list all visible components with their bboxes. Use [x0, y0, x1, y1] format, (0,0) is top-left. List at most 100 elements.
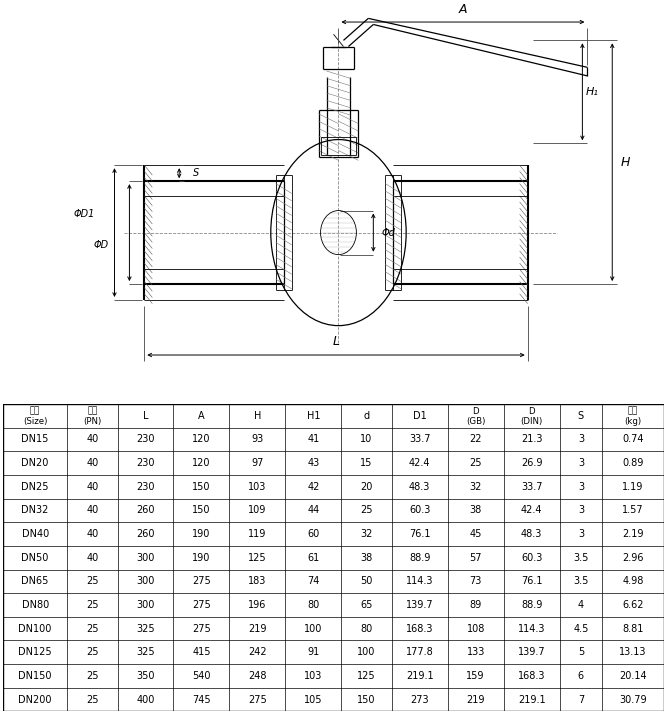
- Text: DN40: DN40: [21, 529, 49, 539]
- Text: 540: 540: [192, 671, 211, 681]
- Text: 48.3: 48.3: [409, 482, 430, 492]
- Text: 103: 103: [248, 482, 267, 492]
- Text: 1.19: 1.19: [622, 482, 644, 492]
- Text: 150: 150: [358, 694, 376, 704]
- Text: 40: 40: [86, 529, 99, 539]
- Text: 48.3: 48.3: [521, 529, 542, 539]
- Text: 0.74: 0.74: [622, 435, 644, 445]
- Text: 97: 97: [251, 458, 263, 468]
- Text: 32: 32: [470, 482, 482, 492]
- Text: 4.98: 4.98: [622, 576, 644, 586]
- Text: 重量: 重量: [628, 407, 638, 415]
- Text: 230: 230: [136, 458, 155, 468]
- Text: (Size): (Size): [23, 418, 47, 426]
- Text: 230: 230: [136, 482, 155, 492]
- Text: 43: 43: [307, 458, 319, 468]
- Text: 80: 80: [360, 623, 373, 633]
- Text: 40: 40: [86, 482, 99, 492]
- Text: DN100: DN100: [19, 623, 52, 633]
- Text: 275: 275: [192, 600, 211, 610]
- Text: ΦD: ΦD: [94, 240, 109, 250]
- Text: 108: 108: [466, 623, 485, 633]
- Text: 273: 273: [410, 694, 429, 704]
- Text: 114.3: 114.3: [518, 623, 546, 633]
- Text: DN20: DN20: [21, 458, 49, 468]
- Text: DN50: DN50: [21, 553, 49, 563]
- Text: 190: 190: [192, 529, 211, 539]
- Text: 125: 125: [248, 553, 267, 563]
- Text: (DIN): (DIN): [520, 418, 543, 426]
- Text: 325: 325: [136, 647, 155, 657]
- Text: 260: 260: [136, 506, 155, 516]
- Text: 248: 248: [248, 671, 267, 681]
- Text: 230: 230: [136, 435, 155, 445]
- Text: DN150: DN150: [19, 671, 52, 681]
- Text: 219: 219: [248, 623, 267, 633]
- Text: 20.14: 20.14: [619, 671, 647, 681]
- Text: 350: 350: [136, 671, 155, 681]
- Text: 40: 40: [86, 458, 99, 468]
- Text: 93: 93: [251, 435, 263, 445]
- Text: 168.3: 168.3: [406, 623, 434, 633]
- Text: 40: 40: [86, 506, 99, 516]
- Text: 120: 120: [192, 458, 211, 468]
- Text: 168.3: 168.3: [518, 671, 546, 681]
- Text: 3: 3: [578, 506, 584, 516]
- Text: 25: 25: [86, 600, 99, 610]
- Text: 3.5: 3.5: [573, 576, 588, 586]
- Text: 100: 100: [304, 623, 322, 633]
- Text: 2.19: 2.19: [622, 529, 644, 539]
- Text: 25: 25: [86, 623, 99, 633]
- Text: 42.4: 42.4: [409, 458, 430, 468]
- Text: 13.13: 13.13: [619, 647, 647, 657]
- Text: 压力: 压力: [87, 407, 97, 415]
- Text: 190: 190: [192, 553, 211, 563]
- Text: 26.9: 26.9: [521, 458, 542, 468]
- Text: A: A: [459, 4, 467, 16]
- Text: 88.9: 88.9: [409, 553, 430, 563]
- Text: 8.81: 8.81: [622, 623, 644, 633]
- Text: 6.62: 6.62: [622, 600, 644, 610]
- Text: 0.89: 0.89: [622, 458, 644, 468]
- Text: 300: 300: [136, 553, 155, 563]
- Text: 73: 73: [470, 576, 482, 586]
- Text: 25: 25: [86, 694, 99, 704]
- Text: 109: 109: [248, 506, 267, 516]
- Text: D1: D1: [413, 411, 427, 421]
- Text: L: L: [332, 335, 340, 348]
- Text: 80: 80: [307, 600, 319, 610]
- Text: 275: 275: [192, 576, 211, 586]
- Text: 300: 300: [136, 600, 155, 610]
- Text: 74: 74: [307, 576, 319, 586]
- Text: 25: 25: [360, 506, 373, 516]
- Text: 1.57: 1.57: [622, 506, 644, 516]
- Text: H₁: H₁: [586, 87, 599, 97]
- Text: 25: 25: [86, 647, 99, 657]
- Text: 32: 32: [360, 529, 373, 539]
- Text: D: D: [472, 407, 479, 415]
- Text: 219: 219: [466, 694, 485, 704]
- Text: 100: 100: [358, 647, 376, 657]
- Text: 20: 20: [360, 482, 373, 492]
- Text: DN32: DN32: [21, 506, 49, 516]
- Text: 25: 25: [86, 576, 99, 586]
- Text: 91: 91: [307, 647, 319, 657]
- Text: (GB): (GB): [466, 418, 486, 426]
- Text: H1: H1: [307, 411, 320, 421]
- Text: 76.1: 76.1: [409, 529, 430, 539]
- Text: 15: 15: [360, 458, 373, 468]
- Text: 88.9: 88.9: [521, 600, 542, 610]
- Text: 42.4: 42.4: [521, 506, 542, 516]
- Text: 65: 65: [360, 600, 373, 610]
- Text: H: H: [620, 156, 630, 169]
- Text: 275: 275: [248, 694, 267, 704]
- Text: 4.5: 4.5: [573, 623, 588, 633]
- Text: (PN): (PN): [83, 418, 101, 426]
- Text: 44: 44: [307, 506, 319, 516]
- Text: ΦD1: ΦD1: [74, 209, 95, 220]
- Text: 745: 745: [192, 694, 211, 704]
- Text: A: A: [198, 411, 205, 421]
- Text: D: D: [528, 407, 535, 415]
- Text: 3.5: 3.5: [573, 553, 588, 563]
- Text: 33.7: 33.7: [409, 435, 430, 445]
